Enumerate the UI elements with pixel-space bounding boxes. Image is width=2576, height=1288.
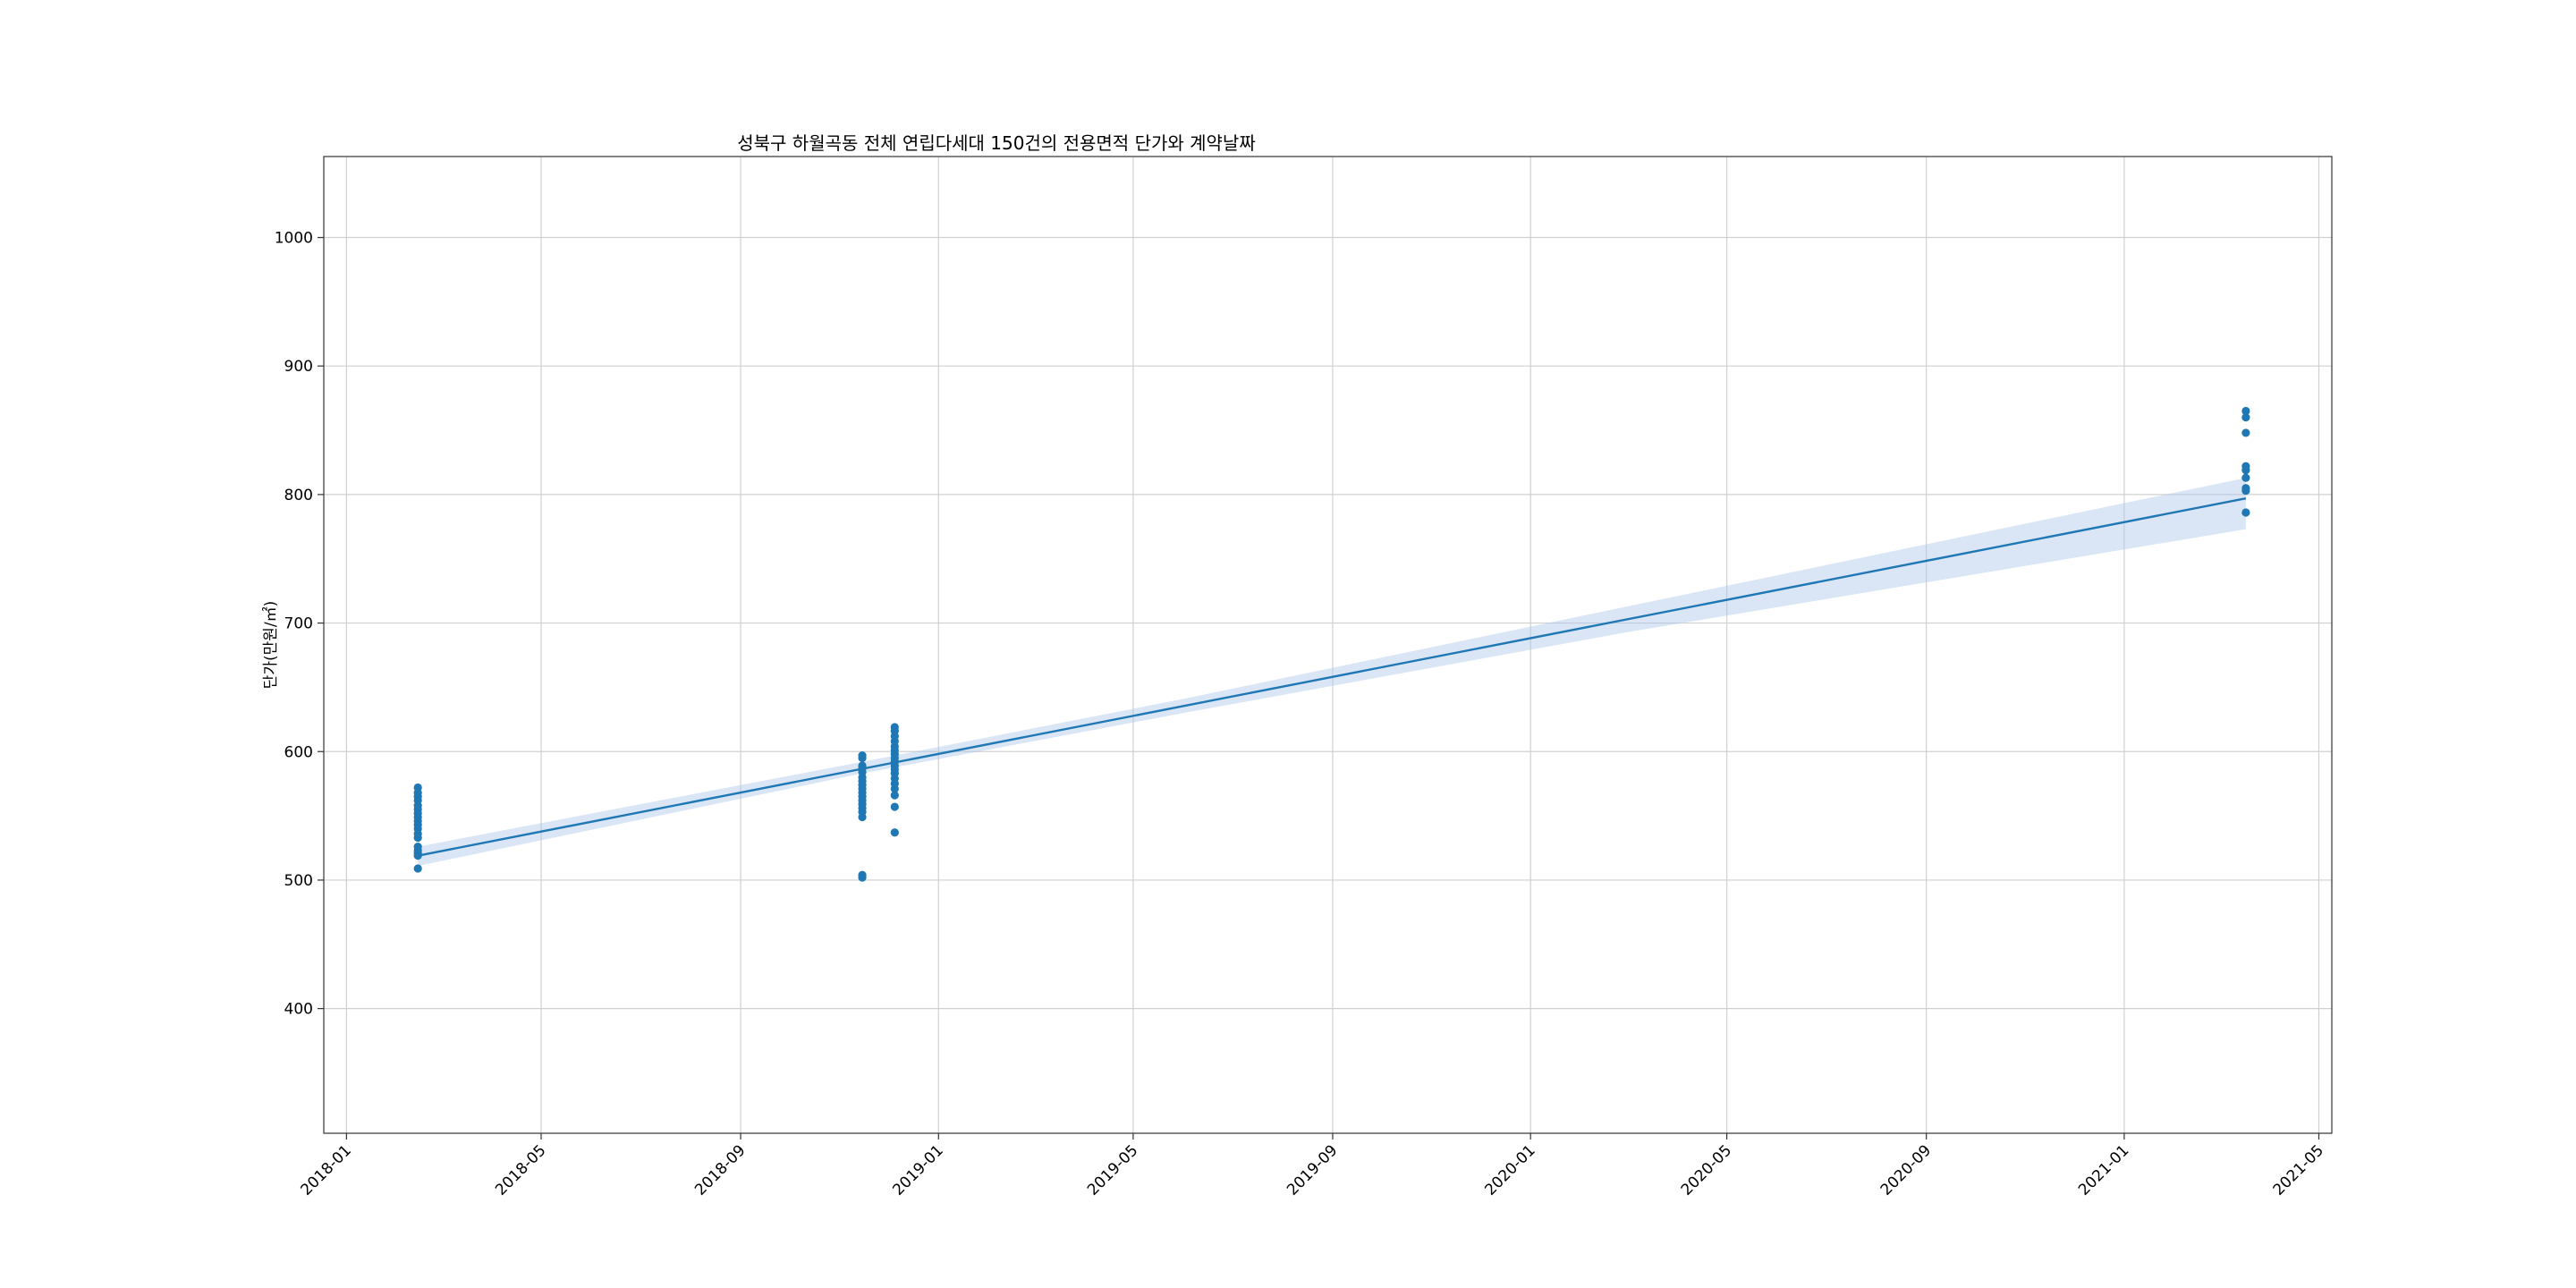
data-point <box>2241 406 2250 416</box>
plot-frame <box>323 156 2333 1134</box>
data-point <box>2241 473 2250 482</box>
confidence-band-area <box>418 478 2246 867</box>
data-point <box>413 783 422 792</box>
y-tick-label: 400 <box>284 1001 313 1019</box>
confidence-band <box>418 478 2246 867</box>
regression-line-path <box>417 497 2247 857</box>
data-point <box>2241 484 2250 493</box>
data-point <box>858 761 867 770</box>
data-point <box>890 791 899 800</box>
y-tick-label: 600 <box>284 743 313 761</box>
chart-title: 성북구 하월곡동 전체 연립다세대 150건의 전용면적 단가와 계약날짜 <box>737 132 1255 154</box>
data-point <box>2241 462 2250 470</box>
scatter-points <box>413 406 2250 882</box>
data-point <box>858 750 867 760</box>
data-point <box>413 842 422 852</box>
y-tick-label: 800 <box>284 487 313 504</box>
data-point <box>2241 428 2250 437</box>
data-point <box>2241 508 2250 517</box>
data-point <box>890 828 899 837</box>
y-tick-label: 700 <box>284 615 313 633</box>
y-tick-label: 500 <box>284 872 313 890</box>
data-point <box>858 870 867 879</box>
y-tick-label: 900 <box>284 358 313 376</box>
grid <box>324 157 2332 1133</box>
y-tick-label: 1000 <box>275 230 313 248</box>
y-axis-label: 단가(만원/㎡) <box>262 601 280 690</box>
regression-line <box>417 497 2247 857</box>
data-point <box>890 723 899 732</box>
data-point <box>2241 413 2250 422</box>
y-axis-ticks: 400 500 600 700 800 900 1000 <box>275 230 324 1019</box>
data-point <box>890 802 899 811</box>
data-point <box>413 864 422 873</box>
